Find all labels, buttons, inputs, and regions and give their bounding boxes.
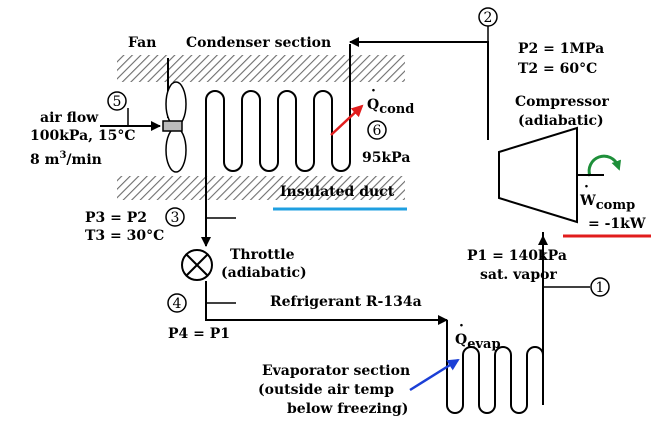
- compressor-label: Compressor: [515, 94, 609, 110]
- fan-icon: [162, 58, 187, 173]
- p3-label: P3 = P2: [85, 210, 147, 226]
- p4-label: P4 = P1: [168, 326, 230, 342]
- air-flow-label: air flow: [40, 110, 99, 126]
- throttle-valve-icon: [181, 249, 213, 281]
- air-conditions-label: 100kPa, 15°C: [30, 128, 136, 144]
- w-comp-value: = -1kW: [588, 216, 646, 232]
- t2-label: T2 = 60°C: [518, 61, 597, 77]
- svg-text:6: 6: [373, 123, 382, 139]
- state-circle-6: 6: [367, 120, 387, 140]
- fan-label: Fan: [128, 35, 156, 51]
- t3-label: T3 = 30°C: [85, 228, 164, 244]
- rotation-arrow-icon: [587, 154, 622, 177]
- svg-text:1: 1: [596, 280, 605, 296]
- sat-vapor-label: sat. vapor: [480, 267, 558, 283]
- q-cond-label: Qcond: [367, 97, 414, 117]
- p1-label: P1 = 140kPa: [467, 248, 567, 264]
- q-evap-arrow: [409, 358, 460, 392]
- throttle-adiabatic-label: (adiabatic): [221, 265, 307, 281]
- svg-text:3: 3: [171, 210, 180, 226]
- duct-top-wall: [117, 55, 405, 82]
- q-evap-dot: ·: [459, 318, 464, 334]
- state-circle-5: 5: [107, 91, 127, 111]
- evap-below-label: below freezing): [287, 401, 408, 417]
- condenser-coil: [205, 44, 351, 210]
- state-circle-3: 3: [165, 207, 185, 227]
- svg-text:5: 5: [113, 94, 122, 110]
- evaporator-coil: [446, 232, 544, 414]
- w-comp-dot: ·: [584, 179, 589, 195]
- state-circle-1: 1: [590, 277, 610, 297]
- compressor-adiabatic-label: (adiabatic): [518, 113, 604, 129]
- insulated-duct-label: Insulated duct: [280, 184, 395, 200]
- air-volume-label: 8 m3/min: [30, 150, 102, 168]
- duct-bottom-wall: [117, 176, 405, 200]
- svg-text:2: 2: [484, 10, 493, 26]
- p2-label: P2 = 1MPa: [518, 41, 604, 57]
- evap-outside-label: (outside air temp: [258, 382, 394, 398]
- condenser-section-label: Condenser section: [186, 35, 331, 51]
- q-evap-label: Qevap: [455, 332, 501, 352]
- w-comp-label: Wcomp: [579, 193, 635, 213]
- throttle-label: Throttle: [230, 247, 295, 263]
- refrigerant-label: Refrigerant R-134a: [270, 294, 422, 310]
- q-cond-dot: ·: [371, 83, 376, 99]
- state-circle-4: 4: [167, 293, 187, 313]
- svg-text:4: 4: [173, 296, 182, 312]
- state-circle-2: 2: [478, 7, 498, 27]
- pressure-95-label: 95kPa: [362, 150, 410, 166]
- pipe-throttle-to-evaporator: [205, 281, 448, 325]
- compressor-icon: [498, 126, 578, 224]
- evap-section-label: Evaporator section: [262, 363, 410, 379]
- q-cond-arrow: [330, 104, 364, 136]
